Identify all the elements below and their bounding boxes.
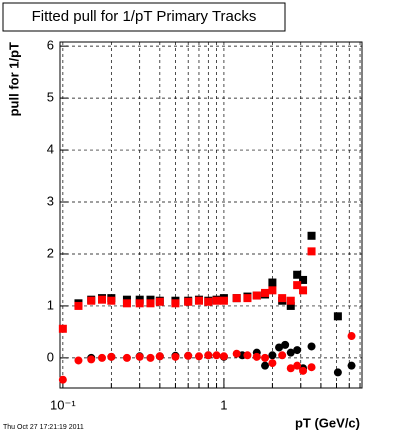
point xyxy=(275,343,284,352)
point xyxy=(261,353,270,362)
x-tick-label: 10⁻¹ xyxy=(50,397,76,412)
point xyxy=(299,275,308,284)
x-tick-label: 1 xyxy=(220,397,227,412)
point xyxy=(212,351,221,360)
point xyxy=(74,301,83,310)
point xyxy=(87,355,96,364)
point xyxy=(307,363,316,372)
point xyxy=(171,352,180,361)
point xyxy=(299,286,308,295)
y-tick-label: 0 xyxy=(47,349,54,364)
point xyxy=(194,296,203,305)
point xyxy=(204,297,213,306)
y-tick-label: 2 xyxy=(47,245,54,260)
point xyxy=(107,352,116,361)
point xyxy=(97,353,106,362)
point xyxy=(278,351,287,360)
point xyxy=(204,351,213,360)
point xyxy=(347,332,356,341)
x-axis-title: pT (GeV/c) xyxy=(295,415,360,430)
point xyxy=(58,324,67,333)
point xyxy=(252,291,261,300)
title-box xyxy=(2,2,286,32)
point xyxy=(97,295,106,304)
point xyxy=(293,270,302,279)
point xyxy=(261,288,270,297)
point xyxy=(268,278,277,287)
point xyxy=(293,346,302,355)
point xyxy=(107,296,116,305)
point xyxy=(184,351,193,360)
point xyxy=(286,348,295,357)
point xyxy=(293,281,302,290)
point xyxy=(333,368,342,377)
point xyxy=(74,356,83,365)
point xyxy=(268,286,277,295)
point xyxy=(146,299,155,308)
point xyxy=(307,247,316,256)
point xyxy=(122,353,131,362)
point xyxy=(286,301,295,310)
point xyxy=(155,352,164,361)
point xyxy=(232,349,241,358)
point xyxy=(219,352,228,361)
plot-frame xyxy=(59,41,363,389)
point xyxy=(278,294,287,303)
point xyxy=(219,296,228,305)
point xyxy=(347,361,356,370)
y-axis-title: pull for 1/pT xyxy=(6,42,21,116)
point xyxy=(122,299,131,308)
point xyxy=(155,297,164,306)
y-tick-label: 4 xyxy=(47,141,54,156)
point xyxy=(58,375,67,384)
point xyxy=(307,342,316,351)
chart-title: Fitted pull for 1/pT Primary Tracks xyxy=(32,8,257,25)
point xyxy=(87,296,96,305)
point xyxy=(184,297,193,306)
point xyxy=(146,353,155,362)
point xyxy=(286,364,295,373)
y-tick-label: 1 xyxy=(47,297,54,312)
point xyxy=(261,361,270,370)
point xyxy=(135,352,144,361)
point xyxy=(243,351,252,360)
point xyxy=(243,294,252,303)
point xyxy=(299,366,308,375)
point xyxy=(212,296,221,305)
point xyxy=(333,312,342,321)
point xyxy=(293,361,302,370)
point xyxy=(252,352,261,361)
point xyxy=(135,299,144,308)
y-tick-label: 6 xyxy=(47,38,54,53)
point xyxy=(232,294,241,303)
y-tick-label: 5 xyxy=(47,90,54,105)
point xyxy=(286,296,295,305)
point xyxy=(268,359,277,368)
point xyxy=(268,351,277,360)
y-tick-label: 3 xyxy=(47,193,54,208)
timestamp: Thu Oct 27 17:21:19 2011 xyxy=(3,424,84,431)
point xyxy=(281,340,290,349)
point xyxy=(171,299,180,308)
point xyxy=(307,231,316,240)
point xyxy=(194,352,203,361)
